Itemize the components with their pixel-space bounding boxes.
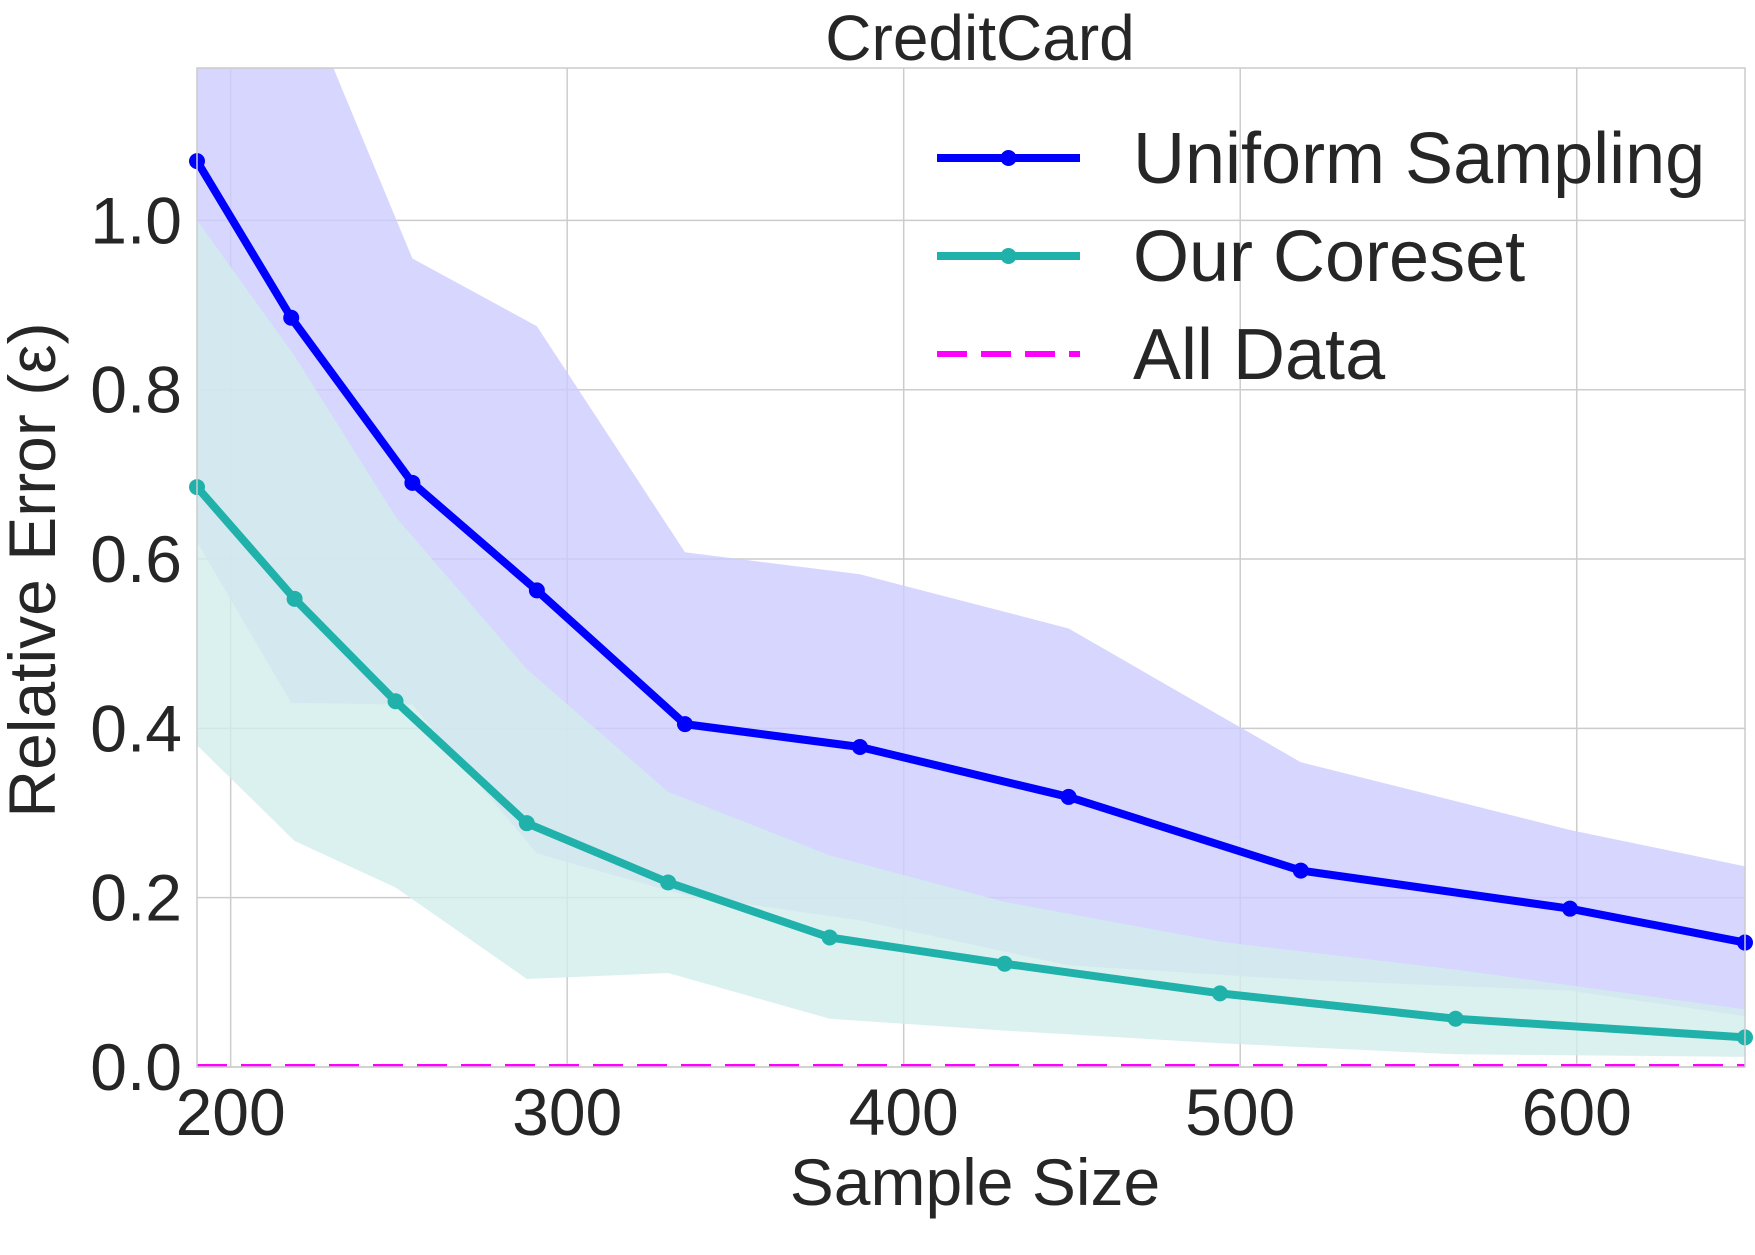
point-uniform-sampling-1 (283, 309, 300, 326)
legend-label-all-data: All Data (1133, 315, 1386, 395)
point-our-coreset-6 (996, 955, 1013, 972)
y-tick-label-0.4: 0.4 (90, 691, 182, 765)
point-our-coreset-2 (387, 693, 404, 710)
point-our-coreset-7 (1212, 985, 1229, 1002)
point-our-coreset-5 (821, 929, 838, 946)
y-tick-label-0.2: 0.2 (90, 861, 182, 935)
plot-frame (196, 67, 1746, 1068)
legend-label-our-coreset: Our Coreset (1133, 217, 1525, 297)
point-uniform-sampling-3 (528, 582, 545, 599)
chart-title: CreditCard (825, 2, 1134, 74)
point-our-coreset-4 (660, 874, 677, 891)
x-tick-label-500: 500 (1185, 1075, 1295, 1149)
line-uniform-sampling (197, 159, 1745, 947)
legend-marker-our-coreset (1000, 248, 1017, 264)
x-axis-label: Sample Size (790, 1145, 1161, 1219)
legend-label-uniform-sampling: Uniform Sampling (1133, 119, 1705, 199)
point-uniform-sampling-2 (404, 474, 421, 491)
point-our-coreset-8 (1447, 1010, 1464, 1027)
series-markers (189, 153, 1753, 1046)
x-tick-label-600: 600 (1522, 1075, 1632, 1149)
y-tick-label-0: 0.0 (90, 1030, 182, 1104)
line-our-coreset (197, 484, 1745, 1042)
point-our-coreset-1 (286, 590, 303, 607)
x-tick-label-400: 400 (849, 1075, 959, 1149)
y-axis-label: Relative Error (ε) (0, 322, 69, 817)
x-tick-label-200: 200 (176, 1075, 286, 1149)
point-uniform-sampling-6 (1060, 788, 1077, 805)
legend: Uniform Sampling Our Coreset All Data (937, 119, 1705, 395)
y-tick-label-1: 1.0 (90, 183, 182, 257)
point-uniform-sampling-7 (1292, 862, 1309, 879)
legend-marker-uniform-sampling (1000, 150, 1017, 166)
point-uniform-sampling-8 (1562, 900, 1579, 917)
y-tick-labels: 0.0 0.2 0.4 0.6 0.8 1.0 (90, 183, 182, 1104)
x-tick-labels: 200 300 400 500 600 (176, 1075, 1632, 1149)
series-lines (197, 159, 1745, 1067)
y-tick-label-0.6: 0.6 (90, 522, 182, 596)
x-tick-label-300: 300 (512, 1075, 622, 1149)
point-uniform-sampling-5 (851, 738, 868, 755)
y-tick-label-0.8: 0.8 (90, 353, 182, 427)
point-uniform-sampling-4 (676, 716, 693, 733)
point-our-coreset-3 (518, 815, 535, 832)
